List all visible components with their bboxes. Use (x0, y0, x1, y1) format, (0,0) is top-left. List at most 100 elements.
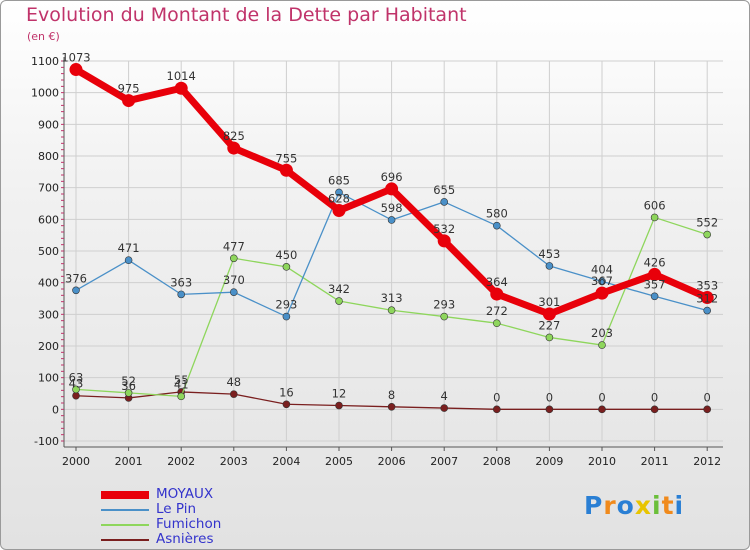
y-tick-label: -100 (34, 435, 59, 448)
data-label: 364 (486, 275, 508, 289)
data-label: 655 (433, 183, 455, 197)
chart-unit-label: (en €) (27, 30, 60, 43)
data-point (177, 392, 185, 401)
x-tick-label: 2011 (641, 455, 669, 468)
data-point (124, 256, 133, 264)
data-point (545, 262, 554, 270)
x-tick-label: 2001 (115, 455, 143, 468)
data-point (542, 307, 556, 321)
logo-letter: P (584, 491, 604, 520)
y-tick-label: 500 (38, 245, 59, 258)
data-point (492, 221, 501, 230)
data-point (385, 182, 399, 196)
data-label: 48 (226, 375, 241, 389)
data-point (490, 287, 504, 301)
data-point (598, 405, 606, 414)
data-label: 363 (170, 275, 192, 289)
proxiti-logo: Proxiti (584, 491, 684, 520)
data-label: 312 (696, 292, 718, 306)
data-point (124, 389, 133, 397)
data-point (335, 188, 343, 197)
logo-letter: t (661, 491, 675, 520)
data-label: 313 (381, 291, 403, 305)
data-label: 203 (591, 326, 613, 340)
data-label: 685 (328, 173, 350, 187)
data-point (598, 341, 606, 349)
data-point (335, 401, 343, 410)
data-point (69, 63, 83, 77)
data-label: 41 (174, 377, 189, 391)
x-tick-label: 2010 (588, 455, 616, 468)
y-tick-label: 1100 (31, 55, 59, 68)
data-point (703, 405, 712, 414)
legend: MOYAUX Le Pin Fumichon Asnières (101, 487, 301, 547)
x-tick-label: 2000 (62, 455, 90, 468)
logo-letter: i (652, 491, 662, 520)
data-point (650, 213, 659, 222)
data-label: 342 (328, 282, 350, 296)
data-point (440, 404, 449, 412)
y-tick-label: 400 (38, 277, 59, 290)
legend-item: Fumichon (101, 517, 301, 532)
data-label: 293 (433, 298, 455, 312)
data-point (335, 297, 343, 305)
data-label: 8 (388, 388, 395, 402)
data-label: 12 (332, 387, 347, 401)
data-label: 825 (223, 129, 245, 143)
data-point (598, 277, 606, 286)
series-lines (69, 63, 714, 414)
data-point (387, 306, 396, 315)
data-labels: 43 36 55 48 16 12 8 4 0 0 0 0 0 63 52 41 477 450 342 313 293… (61, 51, 718, 405)
data-point (177, 290, 185, 299)
data-point (650, 405, 659, 414)
data-point (72, 286, 80, 295)
y-tick-label: 600 (38, 213, 59, 226)
data-point (282, 400, 291, 409)
data-point (227, 141, 241, 155)
data-point (595, 286, 609, 300)
data-label: 16 (279, 385, 294, 399)
x-tick-label: 2008 (483, 455, 511, 468)
y-tick-label: 800 (38, 150, 59, 163)
x-tick-label: 2007 (430, 455, 458, 468)
x-tick-label: 2005 (325, 455, 353, 468)
x-tick-label: 2012 (693, 455, 721, 468)
data-label: 450 (275, 248, 297, 262)
legend-label: Le Pin (156, 501, 197, 517)
y-tick-label: 200 (38, 340, 59, 353)
legend-label: Asnières (156, 531, 214, 547)
data-point (387, 216, 396, 224)
x-tick-label: 2003 (220, 455, 248, 468)
data-label: 696 (381, 170, 403, 184)
y-tick-label: 700 (38, 182, 59, 195)
data-label: 532 (433, 222, 455, 236)
x-tick-label: 2006 (378, 455, 406, 468)
data-label: 598 (381, 201, 403, 215)
data-point (72, 391, 80, 400)
y-tick-label: 1000 (31, 87, 59, 100)
data-label: 0 (598, 390, 605, 404)
logo-letter: x (634, 491, 652, 520)
legend-label: Fumichon (156, 516, 222, 532)
data-point (282, 263, 291, 271)
data-point (437, 234, 451, 248)
data-label: 1014 (167, 69, 196, 83)
y-tick-label: 100 (38, 372, 59, 385)
data-label: 1073 (61, 51, 90, 65)
data-point (545, 405, 554, 414)
legend-swatch (101, 539, 149, 541)
data-label: 370 (223, 273, 245, 287)
data-point (440, 312, 449, 321)
data-point (72, 385, 80, 394)
data-label: 552 (696, 216, 718, 230)
data-label: 376 (65, 271, 87, 285)
data-label: 0 (493, 390, 500, 404)
data-label: 43 (69, 377, 84, 391)
data-point (703, 230, 712, 239)
data-point (650, 292, 659, 301)
data-label: 63 (69, 370, 84, 384)
data-point (492, 319, 501, 328)
data-label: 0 (546, 390, 553, 404)
data-label: 755 (275, 151, 297, 165)
logo-letter: r (603, 491, 617, 520)
